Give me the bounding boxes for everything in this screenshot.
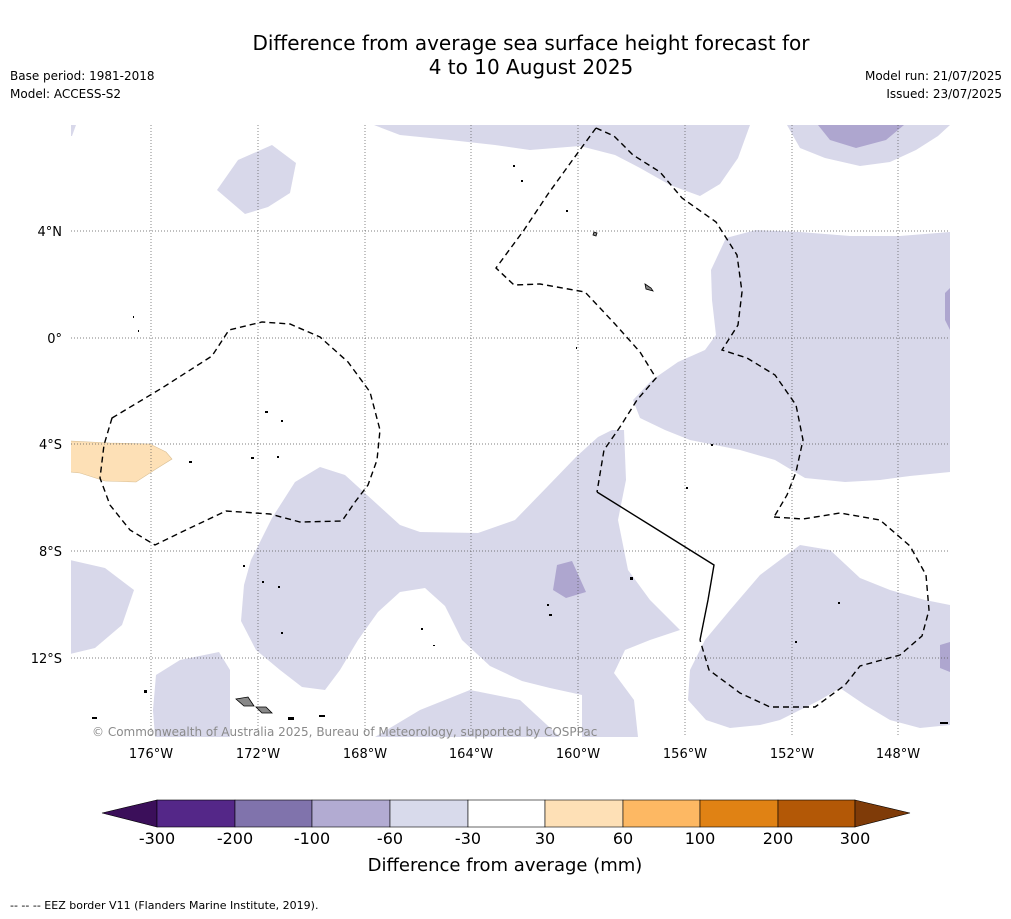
map-title: Difference from average sea surface heig… [0, 31, 1011, 79]
lon-label-164w: 164°W [449, 747, 493, 762]
colorbar-segment [544, 799, 624, 828]
lat-label-8s: 8°S [39, 545, 62, 560]
model-name: Model: ACCESS-S2 [10, 87, 122, 101]
colorbar-segment [156, 799, 236, 828]
colorbar-label: Difference from average (mm) [368, 855, 643, 876]
lat-label-12s: 12°S [31, 652, 62, 667]
lat-label-4n: 4°N [38, 225, 63, 240]
colorbar-segment [622, 799, 701, 828]
colorbar-segment [311, 799, 391, 828]
anomaly-regions-light [71, 125, 950, 737]
base-period: Base period: 1981-2018 [10, 69, 155, 83]
colorbar-high-arrow [854, 799, 911, 828]
lon-label-172w: 172°W [236, 747, 280, 762]
colorbar-tick: 300 [840, 829, 871, 848]
graticule [71, 125, 950, 737]
title-line-1: Difference from average sea surface heig… [252, 31, 810, 55]
maritime-boundary-solid [596, 491, 715, 641]
colorbar-tick: -200 [217, 829, 253, 848]
colorbar-tick: 30 [535, 829, 555, 848]
meta-left: Base period: 1981-2018 Model: ACCESS-S2 [10, 67, 155, 103]
eez-borders [99, 127, 930, 708]
atolls [92, 165, 948, 724]
lat-label-4s: 4°S [39, 438, 62, 453]
eez-footnote: -- -- -- EEZ border V11 (Flanders Marine… [10, 899, 319, 912]
colorbar-tick: 60 [613, 829, 633, 848]
colorbar-ticks: -300 -200 -100 -60 -30 30 60 100 200 300 [139, 829, 870, 848]
lon-label-148w: 148°W [876, 747, 920, 762]
islands [235, 231, 654, 714]
lat-label-0: 0° [47, 332, 62, 347]
anomaly-regions-mid [553, 125, 950, 672]
lon-label-168w: 168°W [343, 747, 387, 762]
colorbar-tick: 200 [763, 829, 794, 848]
lon-label-156w: 156°W [663, 747, 707, 762]
colorbar [101, 799, 911, 828]
colorbar-segment [467, 799, 546, 828]
colorbar-tick: 100 [685, 829, 716, 848]
anomaly-region-positive [71, 440, 173, 483]
title-line-2: 4 to 10 August 2025 [428, 55, 634, 79]
meta-right: Model run: 21/07/2025 Issued: 23/07/2025 [865, 67, 1002, 103]
latitude-labels: 4°N 0° 4°S 8°S 12°S [31, 225, 62, 667]
colorbar-tick: -60 [377, 829, 403, 848]
colorbar-tick: -100 [294, 829, 330, 848]
copyright-notice: © Commonwealth of Australia 2025, Bureau… [92, 725, 597, 739]
colorbar-low-arrow [101, 799, 158, 828]
colorbar-segment [234, 799, 313, 828]
colorbar-segment [777, 799, 856, 828]
lon-label-160w: 160°W [556, 747, 600, 762]
lon-label-152w: 152°W [770, 747, 814, 762]
colorbar-segment [389, 799, 469, 828]
colorbar-tick: -300 [139, 829, 175, 848]
model-run: Model run: 21/07/2025 [864, 69, 1002, 83]
lon-label-176w: 176°W [129, 747, 173, 762]
colorbar-tick: -30 [455, 829, 481, 848]
longitude-labels: 176°W 172°W 168°W 164°W 160°W 156°W 152°… [129, 747, 920, 762]
map-panel [71, 125, 950, 737]
issued-date: Issued: 23/07/2025 [886, 87, 1002, 101]
colorbar-segment [699, 799, 779, 828]
